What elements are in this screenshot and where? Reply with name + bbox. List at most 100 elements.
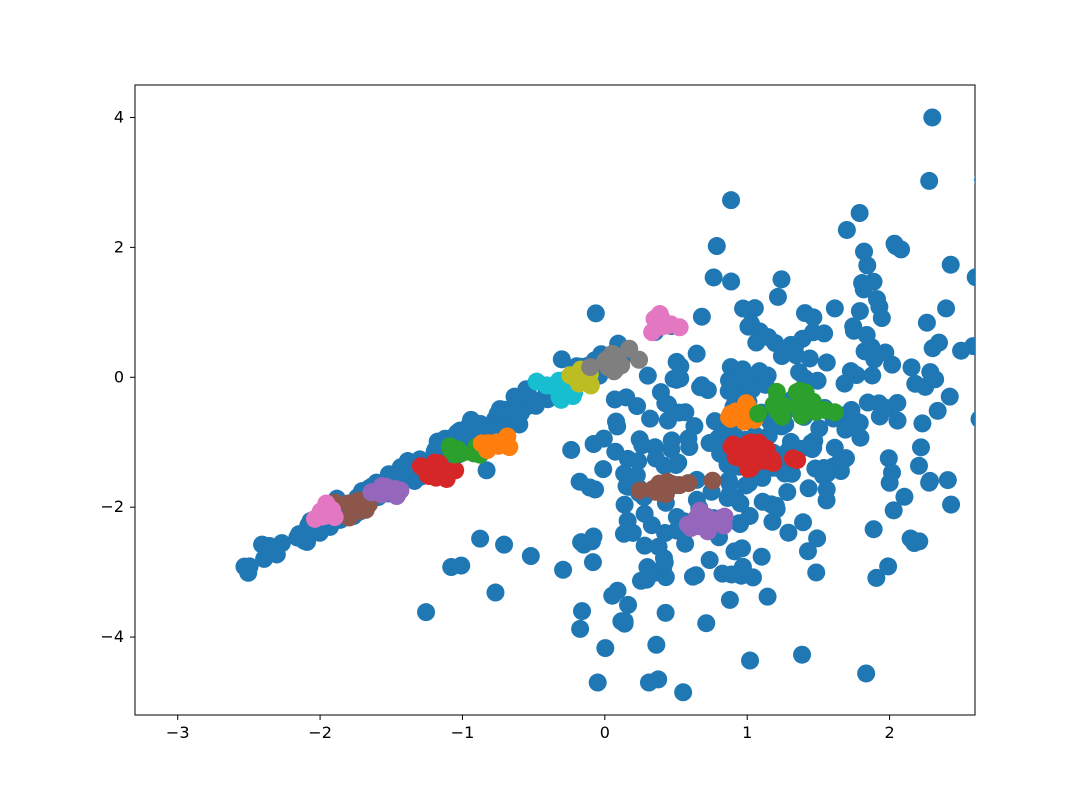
point-cluster-blue-cloud <box>705 268 723 286</box>
point-cluster-blue-cloud <box>942 496 960 514</box>
point-cluster-blue-cloud <box>844 409 862 427</box>
point-purple-cloud <box>691 502 709 520</box>
point-cluster-blue-cloud <box>647 450 665 468</box>
point-cluster-blue-cloud <box>870 394 888 412</box>
point-cluster-blue-cloud <box>734 558 752 576</box>
point-gray-line <box>602 349 620 367</box>
point-cluster-blue-cloud <box>826 299 844 317</box>
point-cluster-blue-cloud <box>815 459 833 477</box>
point-cluster-blue-cloud <box>794 513 812 531</box>
point-cluster-blue-cloud <box>647 636 665 654</box>
point-cluster-blue-cloud <box>659 395 677 413</box>
point-cluster-blue-line <box>255 550 273 568</box>
point-cluster-blue-cloud <box>607 413 625 431</box>
point-cluster-blue-cloud <box>668 353 686 371</box>
x-tick-label: 2 <box>884 723 894 742</box>
point-cluster-blue-cloud <box>697 614 715 632</box>
point-green-cloud <box>797 384 815 402</box>
point-cluster-blue-cloud <box>769 288 787 306</box>
y-tick-label: 4 <box>114 107 124 126</box>
point-red-line <box>426 467 444 485</box>
point-cluster-blue-cloud <box>671 370 689 388</box>
point-cluster-blue-cloud <box>929 402 947 420</box>
point-cluster-blue-cloud <box>640 564 658 582</box>
point-green-cloud <box>793 407 811 425</box>
point-pink-line-upper <box>648 317 666 335</box>
point-cluster-blue-cloud <box>808 529 826 547</box>
point-purple-line <box>373 485 391 503</box>
point-cluster-blue-cloud <box>885 501 903 519</box>
point-cluster-blue-cloud <box>851 302 869 320</box>
point-cluster-blue-cloud <box>942 256 960 274</box>
point-cluster-blue-cloud <box>1015 348 1033 366</box>
point-green-line <box>449 440 467 458</box>
point-cluster-blue-cloud <box>918 314 936 332</box>
point-red-cloud <box>784 449 802 467</box>
point-cluster-blue-cloud <box>836 375 854 393</box>
x-tick-label: 1 <box>742 723 752 742</box>
point-cluster-blue-cloud <box>596 639 614 657</box>
point-cluster-blue-cloud <box>833 452 851 470</box>
point-cluster-blue-line <box>523 393 541 411</box>
point-cluster-blue-cloud <box>701 434 719 452</box>
point-cluster-blue-cloud <box>641 410 659 428</box>
point-cluster-blue-cloud <box>865 520 883 538</box>
point-cluster-blue-cloud <box>910 457 928 475</box>
point-cluster-blue-cloud <box>753 548 771 566</box>
point-blue-outliers <box>640 674 658 692</box>
point-brown-cloud <box>670 476 688 494</box>
point-cluster-blue-cloud <box>688 345 706 363</box>
point-cluster-blue-cloud <box>615 465 633 483</box>
point-brown-cloud <box>647 483 665 501</box>
point-cluster-blue-cloud <box>741 507 759 525</box>
point-purple-cloud <box>682 519 700 537</box>
point-cluster-blue-cloud <box>606 443 624 461</box>
point-cluster-blue-cloud <box>1035 331 1053 349</box>
point-cluster-blue-cloud <box>903 358 921 376</box>
point-cluster-blue-cloud <box>562 441 580 459</box>
point-cluster-blue-cloud <box>659 412 677 430</box>
x-tick-label: −1 <box>451 723 475 742</box>
point-cluster-blue-cloud <box>937 299 955 317</box>
point-cluster-blue-cloud <box>486 584 504 602</box>
point-cluster-blue-cloud <box>851 204 869 222</box>
point-cluster-blue-cloud <box>772 270 790 288</box>
point-cluster-blue-cloud <box>553 350 571 368</box>
point-cluster-blue-cloud <box>587 304 605 322</box>
point-green-cloud <box>749 405 767 423</box>
point-cluster-blue-cloud <box>721 591 739 609</box>
point-cyan-line <box>552 391 570 409</box>
point-cluster-blue-cloud <box>858 326 876 344</box>
point-cluster-blue-cloud <box>888 394 906 412</box>
point-cluster-blue-cloud <box>1026 274 1044 292</box>
point-cluster-blue-cloud <box>586 480 604 498</box>
point-cluster-blue-cloud <box>616 496 634 514</box>
point-cluster-blue-cloud <box>786 338 804 356</box>
point-cluster-blue-cloud <box>619 596 637 614</box>
point-cluster-blue-cloud <box>793 646 811 664</box>
point-cluster-blue-cloud <box>804 323 822 341</box>
point-cluster-blue-cloud <box>680 438 698 456</box>
point-cluster-blue-cloud <box>920 474 938 492</box>
point-blue-outliers <box>674 683 692 701</box>
point-cluster-blue-cloud <box>930 334 948 352</box>
point-cluster-blue-cloud <box>667 456 685 474</box>
point-cluster-blue-cloud <box>870 298 888 316</box>
point-cluster-blue-cloud <box>889 412 907 430</box>
point-gray-line <box>581 358 599 376</box>
point-cluster-blue-cloud <box>575 536 593 554</box>
point-pink-line <box>312 503 330 521</box>
point-cluster-blue-cloud <box>759 588 777 606</box>
point-cluster-blue-cloud <box>879 557 897 575</box>
point-cluster-blue-cloud <box>554 561 572 579</box>
point-cluster-blue-cloud <box>939 471 957 489</box>
point-cluster-blue-cloud <box>693 308 711 326</box>
point-cluster-blue-cloud <box>974 171 992 189</box>
point-cluster-blue-cloud <box>687 566 705 584</box>
point-cluster-blue-cloud <box>818 354 836 372</box>
point-cluster-blue-cloud <box>883 464 901 482</box>
point-cluster-blue-cloud <box>617 388 635 406</box>
point-cluster-blue-cloud <box>887 237 905 255</box>
point-cluster-blue-cloud <box>778 483 796 501</box>
point-cluster-blue-cloud <box>701 551 719 569</box>
